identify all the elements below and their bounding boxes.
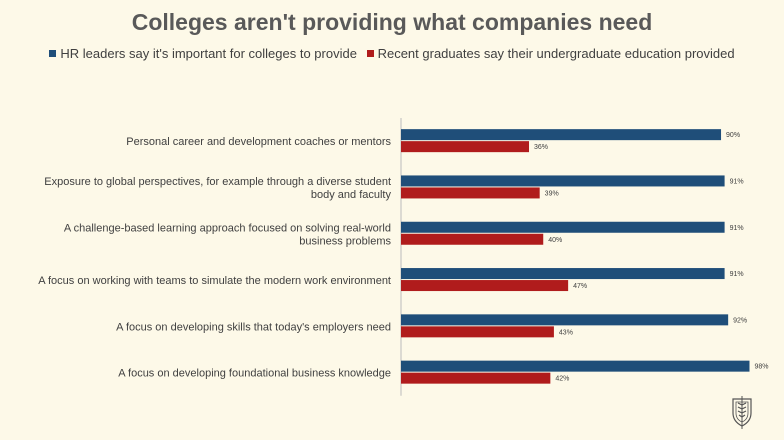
category-label: A challenge-based learning approach focu…: [64, 222, 391, 234]
bar-grads: [401, 280, 569, 292]
legend-label-hr: HR leaders say it's important for colleg…: [60, 46, 357, 61]
bar-grads: [401, 233, 544, 245]
category-label: A focus on developing foundational busin…: [118, 368, 391, 380]
bar-hr: [401, 221, 725, 233]
category-label: Exposure to global perspectives, for exa…: [44, 176, 391, 188]
wheat-shield-icon: [732, 396, 752, 429]
bar-grads: [401, 141, 530, 153]
legend-swatch-hr: [49, 50, 57, 57]
bar-grads: [401, 372, 551, 384]
data-label-grads: 43%: [559, 329, 573, 336]
legend-item-grads: Recent graduates say their undergraduate…: [366, 46, 735, 61]
category-label: business problems: [299, 235, 391, 247]
data-label-hr: 91%: [730, 178, 744, 185]
bar-hr: [401, 175, 725, 187]
category-label: A focus on developing skills that today'…: [116, 321, 391, 333]
bar-hr: [401, 129, 722, 141]
category-label: A focus on working with teams to simulat…: [38, 275, 391, 287]
data-label-grads: 47%: [573, 283, 587, 290]
bar-hr: [401, 360, 750, 372]
data-label-hr: 90%: [726, 132, 740, 139]
data-label-grads: 39%: [545, 190, 559, 197]
data-label-hr: 92%: [733, 317, 747, 324]
data-label-grads: 40%: [548, 237, 562, 244]
bar-grads: [401, 326, 554, 338]
bar-hr: [401, 314, 729, 326]
data-label-grads: 42%: [555, 376, 569, 383]
chart-title: Colleges aren't providing what companies…: [131, 9, 653, 35]
legend-label-grads: Recent graduates say their undergraduate…: [377, 46, 735, 61]
data-label-grads: 36%: [534, 144, 548, 151]
data-label-hr: 91%: [730, 271, 744, 278]
bar-hr: [401, 268, 725, 280]
legend-swatch-grads: [366, 50, 374, 57]
legend: HR leaders say it's important for colleg…: [0, 45, 784, 61]
category-label: Personal career and development coaches …: [126, 136, 391, 148]
legend-item-hr: HR leaders say it's important for colleg…: [49, 46, 357, 61]
data-label-hr: 91%: [730, 225, 744, 232]
data-label-hr: 98%: [754, 364, 768, 371]
bar-grads: [401, 187, 540, 199]
category-label: body and faculty: [311, 189, 392, 201]
